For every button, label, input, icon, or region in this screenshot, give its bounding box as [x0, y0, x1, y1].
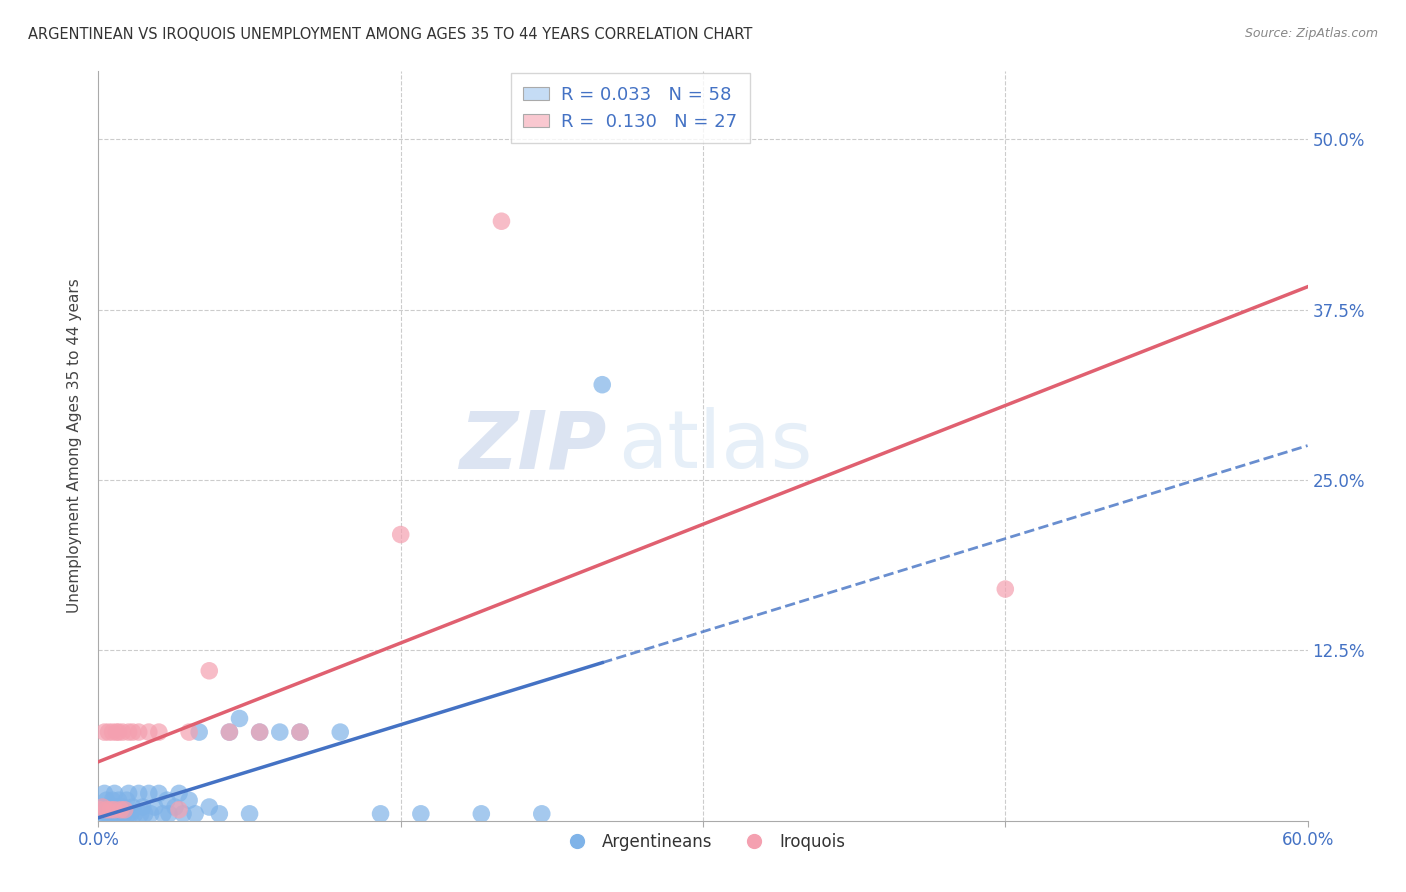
- Point: [107, 725, 129, 739]
- Point: [188, 725, 211, 739]
- Text: Source: ZipAtlas.com: Source: ZipAtlas.com: [1244, 27, 1378, 40]
- Point: [103, 786, 125, 800]
- Point: [530, 806, 553, 821]
- Point: [91, 800, 114, 814]
- Point: [389, 527, 412, 541]
- Point: [179, 793, 201, 807]
- Text: ARGENTINEAN VS IROQUOIS UNEMPLOYMENT AMONG AGES 35 TO 44 YEARS CORRELATION CHART: ARGENTINEAN VS IROQUOIS UNEMPLOYMENT AMO…: [28, 27, 752, 42]
- Point: [138, 725, 160, 739]
- Point: [101, 806, 124, 821]
- Point: [198, 664, 221, 678]
- Point: [93, 786, 115, 800]
- Point: [111, 725, 134, 739]
- Point: [93, 725, 115, 739]
- Point: [491, 214, 513, 228]
- Point: [208, 806, 231, 821]
- Point: [148, 725, 170, 739]
- Point: [101, 725, 124, 739]
- Point: [239, 806, 262, 821]
- Point: [121, 725, 143, 739]
- Point: [249, 725, 271, 739]
- Point: [103, 803, 125, 817]
- Y-axis label: Unemployment Among Ages 35 to 44 years: Unemployment Among Ages 35 to 44 years: [67, 278, 83, 614]
- Point: [115, 793, 138, 807]
- Point: [157, 806, 180, 821]
- Point: [124, 806, 146, 821]
- Point: [132, 800, 155, 814]
- Point: [100, 800, 122, 814]
- Point: [100, 803, 122, 817]
- Point: [167, 803, 190, 817]
- Point: [148, 786, 170, 800]
- Point: [269, 725, 291, 739]
- Point: [107, 806, 129, 821]
- Point: [96, 806, 118, 821]
- Point: [172, 806, 194, 821]
- Point: [198, 800, 221, 814]
- Point: [114, 806, 136, 821]
- Point: [128, 786, 150, 800]
- Point: [288, 725, 311, 739]
- Point: [118, 786, 141, 800]
- Point: [89, 806, 111, 821]
- Point: [163, 800, 186, 814]
- Point: [470, 806, 492, 821]
- Point: [167, 786, 190, 800]
- Point: [110, 803, 132, 817]
- Point: [103, 806, 125, 821]
- Point: [370, 806, 392, 821]
- Point: [114, 803, 136, 817]
- Point: [152, 806, 174, 821]
- Point: [101, 793, 124, 807]
- Point: [994, 582, 1017, 596]
- Point: [139, 806, 162, 821]
- Point: [128, 725, 150, 739]
- Point: [143, 800, 166, 814]
- Point: [118, 806, 141, 821]
- Point: [97, 806, 120, 821]
- Point: [218, 725, 240, 739]
- Point: [138, 786, 160, 800]
- Legend: Argentineans, Iroquois: Argentineans, Iroquois: [554, 826, 852, 857]
- Point: [179, 725, 201, 739]
- Point: [249, 725, 271, 739]
- Point: [409, 806, 432, 821]
- Point: [96, 793, 118, 807]
- Point: [105, 806, 128, 821]
- Point: [134, 806, 156, 821]
- Point: [218, 725, 240, 739]
- Point: [288, 725, 311, 739]
- Point: [89, 803, 111, 817]
- Point: [120, 806, 142, 821]
- Point: [129, 806, 152, 821]
- Point: [93, 806, 115, 821]
- Point: [118, 725, 141, 739]
- Point: [105, 725, 128, 739]
- Point: [96, 803, 118, 817]
- Point: [97, 725, 120, 739]
- Point: [156, 793, 179, 807]
- Point: [107, 793, 129, 807]
- Point: [228, 711, 250, 725]
- Point: [110, 806, 132, 821]
- Point: [111, 800, 134, 814]
- Point: [591, 377, 613, 392]
- Text: ZIP: ZIP: [458, 407, 606, 485]
- Point: [329, 725, 352, 739]
- Point: [100, 806, 122, 821]
- Text: atlas: atlas: [619, 407, 813, 485]
- Point: [105, 800, 128, 814]
- Point: [91, 800, 114, 814]
- Point: [184, 806, 207, 821]
- Point: [97, 800, 120, 814]
- Point: [121, 800, 143, 814]
